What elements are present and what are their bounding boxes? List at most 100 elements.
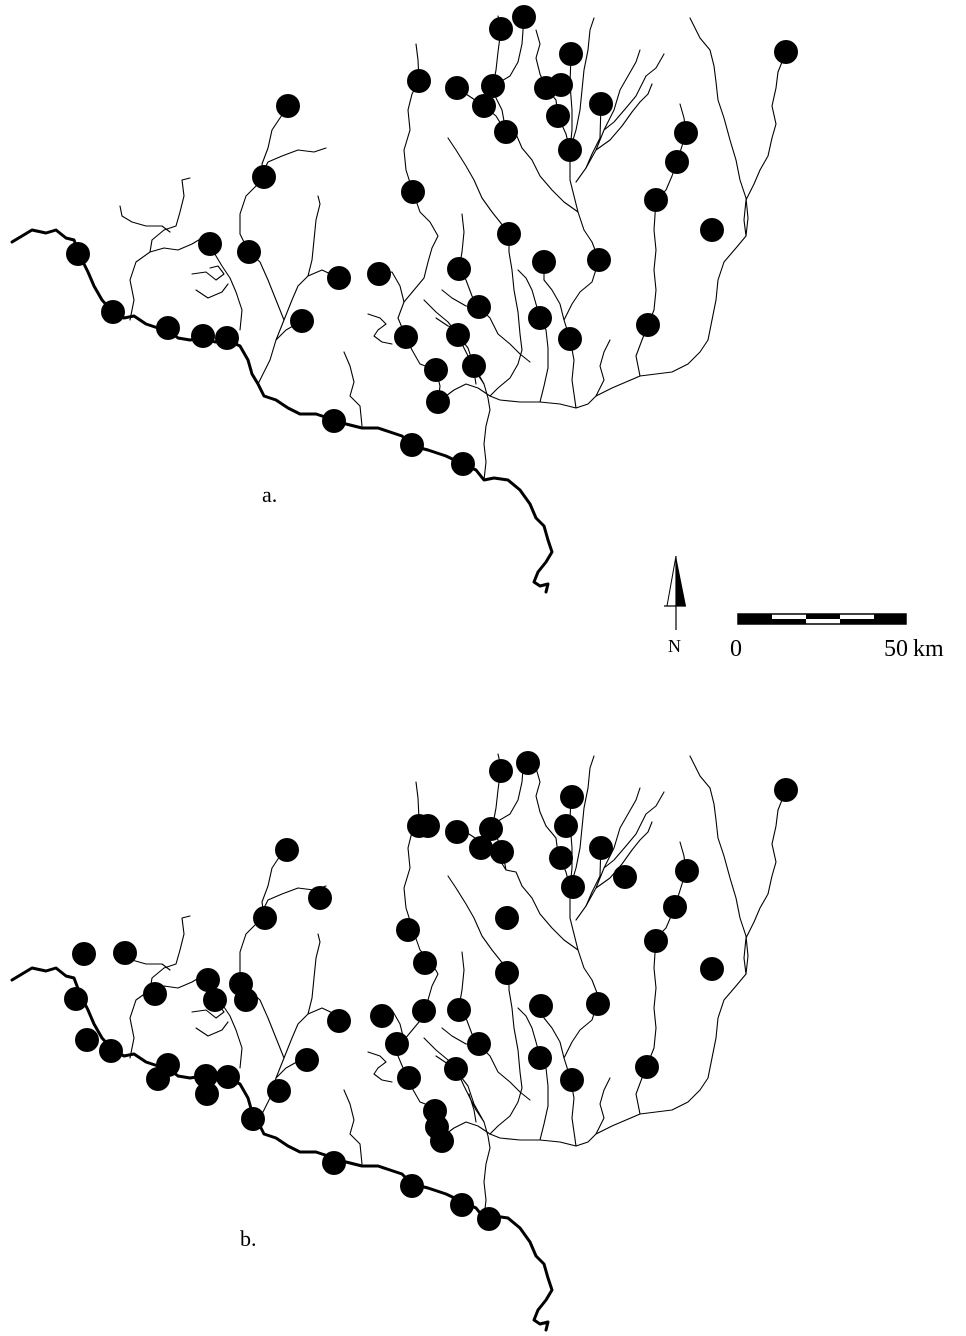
- site-marker: [561, 875, 585, 899]
- site-marker: [700, 957, 724, 981]
- panel-a-label: a.: [262, 482, 277, 507]
- site-marker: [276, 94, 300, 118]
- site-marker: [446, 323, 470, 347]
- north-arrow-icon: [664, 555, 686, 630]
- site-marker: [327, 266, 351, 290]
- site-marker: [413, 951, 437, 975]
- site-marker: [512, 5, 536, 29]
- site-marker: [99, 1039, 123, 1063]
- site-marker: [495, 906, 519, 930]
- site-marker: [308, 886, 332, 910]
- site-marker: [385, 1032, 409, 1056]
- site-marker: [75, 1028, 99, 1052]
- site-marker: [516, 751, 540, 775]
- site-marker: [529, 994, 553, 1018]
- site-marker: [549, 846, 573, 870]
- site-marker: [400, 1174, 424, 1198]
- site-marker: [469, 836, 493, 860]
- site-marker: [447, 998, 471, 1022]
- site-marker: [774, 778, 798, 802]
- north-label: N: [668, 636, 681, 656]
- site-marker: [234, 988, 258, 1012]
- site-marker: [401, 180, 425, 204]
- site-marker: [665, 150, 689, 174]
- site-marker: [396, 918, 420, 942]
- site-marker: [462, 354, 486, 378]
- site-marker: [407, 69, 431, 93]
- site-marker: [424, 358, 448, 382]
- site-marker: [472, 94, 496, 118]
- sites-a: [66, 5, 798, 476]
- site-marker: [416, 814, 440, 838]
- site-marker: [146, 1067, 170, 1091]
- sites-b: [64, 751, 798, 1231]
- site-marker: [558, 327, 582, 351]
- site-marker: [445, 820, 469, 844]
- site-marker: [370, 1004, 394, 1028]
- site-marker: [275, 838, 299, 862]
- site-marker: [394, 325, 418, 349]
- site-marker: [426, 390, 450, 414]
- site-marker: [113, 941, 137, 965]
- site-marker: [700, 218, 724, 242]
- site-marker: [295, 1048, 319, 1072]
- site-marker: [450, 1193, 474, 1217]
- site-marker: [66, 242, 90, 266]
- site-marker: [644, 188, 668, 212]
- site-marker: [554, 814, 578, 838]
- site-marker: [451, 452, 475, 476]
- river-network-a: [10, 14, 788, 594]
- scale-start-label: 0: [730, 636, 742, 662]
- site-marker: [327, 1009, 351, 1033]
- site-marker: [674, 121, 698, 145]
- site-marker: [528, 1046, 552, 1070]
- site-marker: [191, 324, 215, 348]
- site-marker: [636, 313, 660, 337]
- site-marker: [549, 73, 573, 97]
- site-marker: [447, 257, 471, 281]
- panel-b-map: b.: [10, 751, 798, 1332]
- site-marker: [495, 961, 519, 985]
- site-marker: [241, 1107, 265, 1131]
- site-marker: [198, 232, 222, 256]
- site-marker: [663, 895, 687, 919]
- scale-bar: [737, 613, 907, 625]
- site-marker: [586, 992, 610, 1016]
- site-marker: [322, 409, 346, 433]
- panel-b-label: b.: [240, 1226, 257, 1251]
- site-marker: [64, 987, 88, 1011]
- site-marker: [467, 295, 491, 319]
- site-marker: [560, 1068, 584, 1092]
- site-marker: [203, 988, 227, 1012]
- site-marker: [194, 1064, 218, 1088]
- site-marker: [613, 865, 637, 889]
- site-marker: [400, 433, 424, 457]
- site-marker: [494, 120, 518, 144]
- site-marker: [490, 840, 514, 864]
- site-marker: [481, 74, 505, 98]
- site-marker: [195, 1082, 219, 1106]
- site-marker: [477, 1207, 501, 1231]
- site-marker: [216, 1065, 240, 1089]
- site-marker: [589, 92, 613, 116]
- scale-unit-label: km: [913, 636, 944, 662]
- site-marker: [72, 942, 96, 966]
- site-marker: [322, 1151, 346, 1175]
- site-marker: [444, 1057, 468, 1081]
- site-marker: [445, 76, 469, 100]
- site-marker: [489, 759, 513, 783]
- site-marker: [196, 968, 220, 992]
- site-marker: [774, 40, 798, 64]
- site-marker: [367, 262, 391, 286]
- site-marker: [430, 1129, 454, 1153]
- site-marker: [635, 1055, 659, 1079]
- site-marker: [143, 982, 167, 1006]
- site-marker: [397, 1066, 421, 1090]
- site-marker: [532, 250, 556, 274]
- site-marker: [479, 817, 503, 841]
- site-marker: [675, 859, 699, 883]
- site-marker: [101, 300, 125, 324]
- site-marker: [560, 785, 584, 809]
- site-marker: [252, 165, 276, 189]
